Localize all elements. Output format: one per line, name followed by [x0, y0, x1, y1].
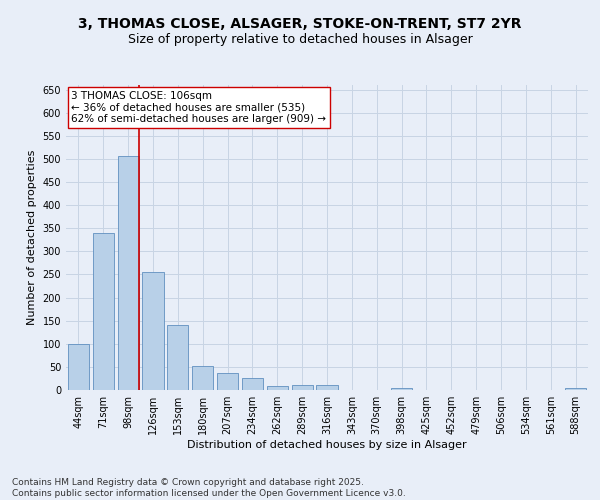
Bar — [292, 385, 313, 390]
Text: Contains HM Land Registry data © Crown copyright and database right 2025.
Contai: Contains HM Land Registry data © Crown c… — [12, 478, 406, 498]
Y-axis label: Number of detached properties: Number of detached properties — [27, 150, 37, 325]
Bar — [68, 344, 89, 390]
Bar — [565, 388, 586, 390]
Bar — [93, 233, 114, 390]
Bar — [267, 386, 288, 390]
Bar — [167, 326, 188, 390]
Bar — [217, 373, 238, 390]
Text: 3, THOMAS CLOSE, ALSAGER, STOKE-ON-TRENT, ST7 2YR: 3, THOMAS CLOSE, ALSAGER, STOKE-ON-TRENT… — [78, 18, 522, 32]
X-axis label: Distribution of detached houses by size in Alsager: Distribution of detached houses by size … — [187, 440, 467, 450]
Bar — [316, 386, 338, 390]
Bar — [142, 272, 164, 390]
Bar — [242, 378, 263, 390]
Text: 3 THOMAS CLOSE: 106sqm
← 36% of detached houses are smaller (535)
62% of semi-de: 3 THOMAS CLOSE: 106sqm ← 36% of detached… — [71, 91, 326, 124]
Text: Size of property relative to detached houses in Alsager: Size of property relative to detached ho… — [128, 32, 472, 46]
Bar — [192, 366, 213, 390]
Bar — [118, 156, 139, 390]
Bar — [391, 388, 412, 390]
